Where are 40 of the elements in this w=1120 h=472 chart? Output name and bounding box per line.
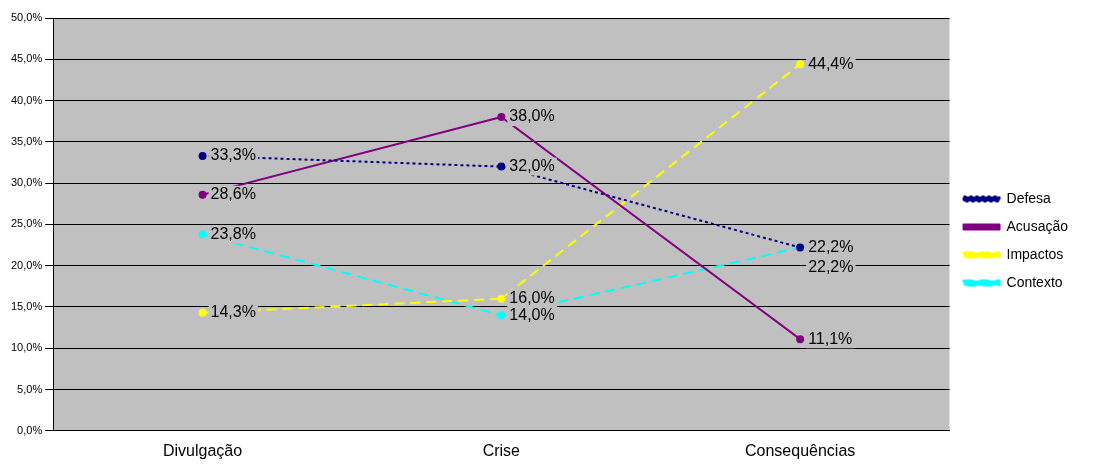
data-label: 14,0%	[509, 305, 555, 323]
point	[198, 230, 207, 239]
x-tick-label: Crise	[482, 441, 521, 459]
point	[796, 335, 805, 344]
data-label: 38,0%	[509, 107, 555, 125]
point	[198, 151, 207, 160]
y-tick-label: 40,0%	[10, 93, 43, 106]
x-tick-label: Divulgação	[163, 441, 243, 459]
data-label: 23,8%	[210, 224, 256, 242]
data-label: 32,0%	[509, 157, 555, 175]
data-label: 33,3%	[210, 146, 256, 164]
data-label: 28,6%	[210, 185, 256, 203]
data-label: 11,1%	[808, 329, 853, 347]
data-label: 22,2%	[808, 257, 854, 275]
y-tick-label: 25,0%	[10, 217, 43, 230]
y-tick-label: 45,0%	[10, 52, 43, 65]
data-label: 44,4%	[808, 54, 854, 72]
legend-label: Acusação	[1006, 217, 1069, 234]
point	[796, 60, 805, 69]
point	[198, 308, 207, 317]
point	[198, 190, 207, 199]
data-label: 22,2%	[808, 237, 854, 255]
point	[497, 294, 506, 303]
y-tick-label: 20,0%	[10, 258, 43, 271]
point	[497, 113, 506, 122]
y-tick-label: 50,0%	[10, 11, 43, 24]
data-label: 16,0%	[509, 289, 555, 307]
point	[497, 311, 506, 320]
point	[497, 162, 506, 171]
y-tick-label: 35,0%	[10, 134, 43, 147]
y-tick-label: 15,0%	[10, 299, 43, 312]
legend-label: Impactos	[1006, 245, 1064, 262]
y-tick-label: 0,0%	[17, 423, 43, 436]
x-tick-label: Consequências	[744, 441, 856, 459]
legend-label: Contexto	[1006, 273, 1063, 290]
data-label: 14,3%	[210, 303, 256, 321]
y-tick-label: 30,0%	[10, 176, 43, 189]
legend-label: Defesa	[1006, 189, 1052, 206]
y-tick-label: 5,0%	[17, 382, 43, 395]
y-tick-label: 10,0%	[10, 341, 43, 354]
